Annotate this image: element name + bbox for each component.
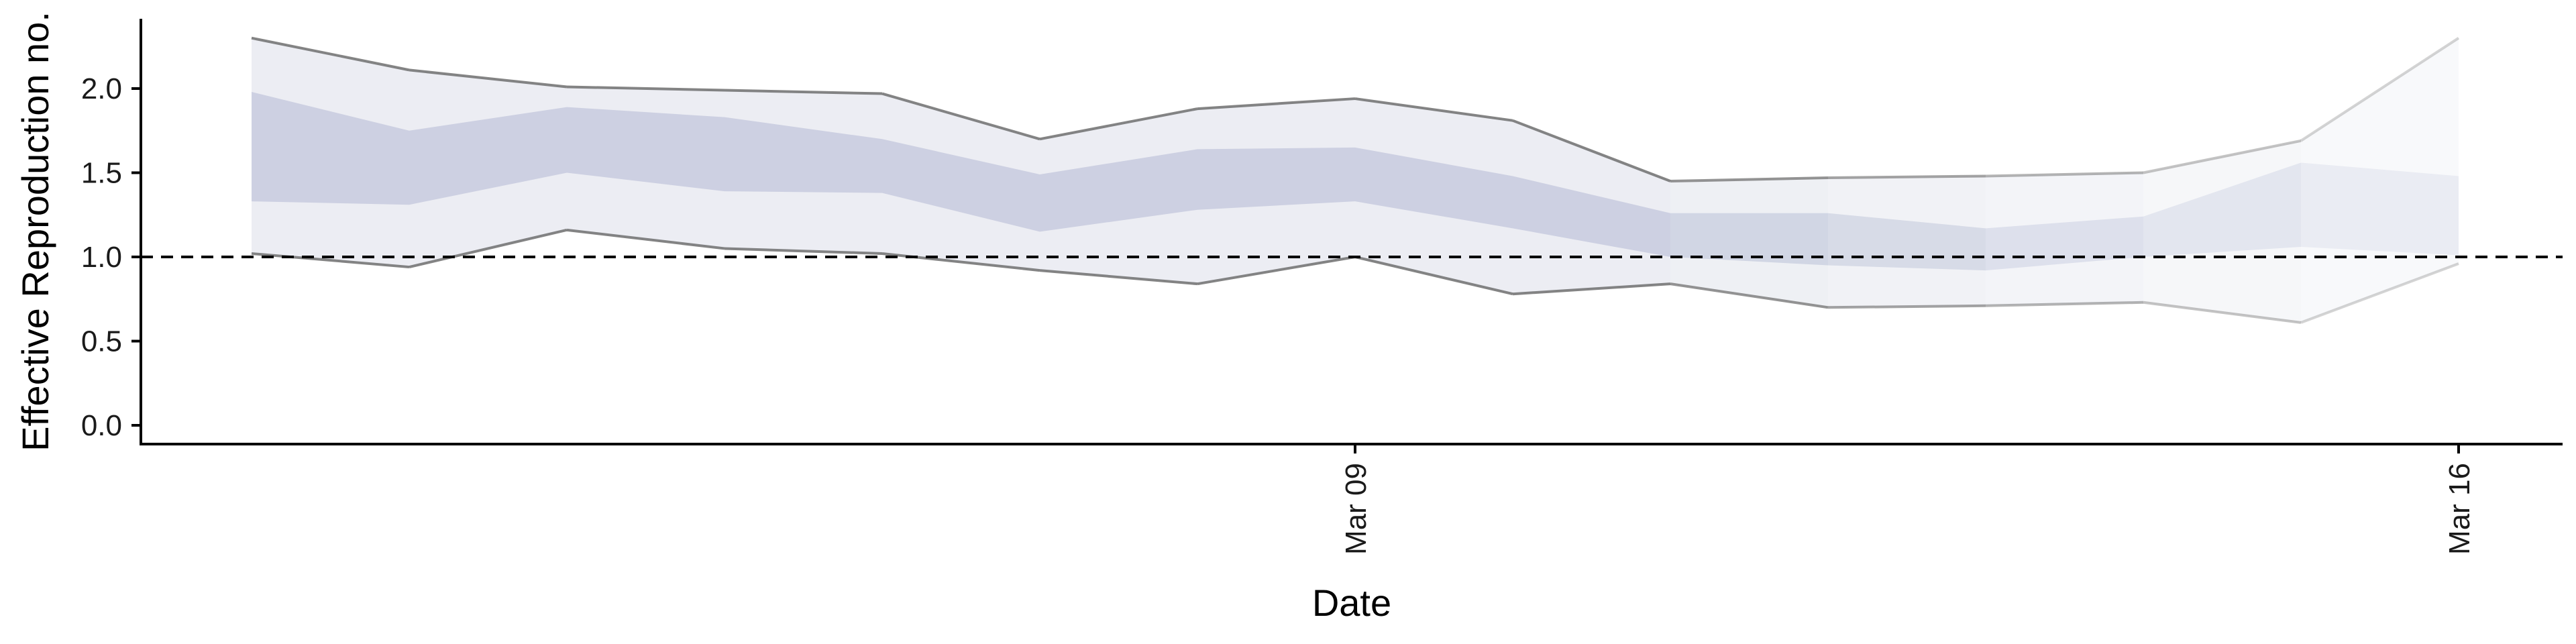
outer-lower-edge: [251, 252, 410, 269]
outer-lower-edge: [566, 228, 725, 250]
band-edges-layer: [251, 36, 2460, 324]
outer-upper-edge: [1354, 97, 1513, 122]
x-ticks: Mar 09 Mar 16: [1340, 444, 2476, 555]
inner-band-segment: [1513, 176, 1670, 257]
inner-band-segment: [1040, 149, 1197, 232]
inner-band-segment: [2143, 162, 2301, 257]
x-tick-label: Mar 16: [2443, 463, 2476, 555]
inner-band-segment: [1197, 147, 1355, 210]
outer-upper-edge: [1985, 171, 2144, 178]
inner-band-segment: [2301, 162, 2459, 256]
y-tick-label: 0.0: [81, 409, 122, 442]
y-ticks: 0.0 0.5 1.0 1.5 2.0: [81, 72, 141, 442]
inner-band-segment: [567, 107, 724, 192]
outer-lower-edge: [1039, 269, 1198, 286]
outer-band-segment: [1828, 176, 1986, 308]
outer-upper-edge: [251, 36, 410, 72]
inner-band-segment: [1355, 147, 1513, 229]
inner-band-segment: [252, 92, 409, 205]
outer-lower-edge: [2143, 301, 2302, 324]
outer-band-segment: [2301, 38, 2459, 323]
outer-upper-edge: [2143, 139, 2302, 174]
bands-layer: [252, 38, 2459, 323]
outer-upper-edge: [1039, 107, 1198, 141]
x-tick-label: Mar 09: [1340, 463, 1373, 555]
inner-band-segment: [1828, 213, 1986, 271]
outer-upper-edge: [409, 68, 568, 89]
outer-lower-edge: [409, 228, 568, 269]
outer-upper-edge: [881, 92, 1040, 141]
y-tick-label: 1.5: [81, 157, 122, 190]
outer-upper-edge: [1670, 176, 1829, 183]
outer-lower-edge: [1985, 301, 2144, 307]
outer-lower-edge: [1354, 256, 1513, 296]
outer-lower-edge: [1512, 282, 1671, 296]
outer-band-segment: [2143, 140, 2301, 323]
outer-band-segment: [1986, 172, 2143, 306]
outer-lower-edge: [724, 247, 883, 255]
inner-band-segment: [724, 117, 882, 193]
x-axis-title: Date: [1312, 582, 1391, 624]
outer-lower-edge: [1670, 282, 1829, 309]
outer-upper-edge: [566, 85, 725, 92]
inner-band-segment: [409, 107, 567, 205]
outer-lower-edge: [2300, 262, 2459, 324]
outer-lower-edge: [1827, 304, 1986, 309]
inner-band-segment: [882, 139, 1040, 232]
outer-upper-edge: [1512, 119, 1671, 182]
outer-upper-edge: [724, 89, 883, 95]
outer-upper-edge: [1197, 97, 1356, 111]
y-tick-label: 0.5: [81, 325, 122, 358]
outer-upper-edge: [1827, 174, 1986, 180]
y-tick-label: 2.0: [81, 72, 122, 105]
inner-band-segment: [1670, 213, 1828, 266]
outer-lower-edge: [1197, 256, 1356, 286]
outer-upper-edge: [2300, 37, 2460, 142]
y-tick-label: 1.0: [81, 241, 122, 274]
y-axis-title: Effective Reproduction no.: [14, 11, 56, 451]
